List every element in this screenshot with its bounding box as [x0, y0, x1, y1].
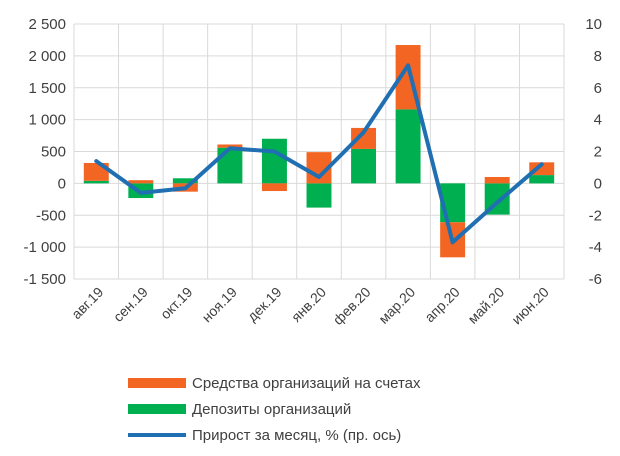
legend: Средства организаций на счетах Депозиты …	[128, 370, 421, 448]
right-tick-label: -2	[589, 207, 602, 224]
x-tick-label: фев.20	[330, 284, 374, 328]
bar-deposits	[306, 183, 332, 208]
legend-label-growth: Прирост за месяц, % (пр. ось)	[192, 426, 402, 444]
bar-deposits	[351, 148, 377, 184]
x-tick-label: авг.19	[68, 284, 106, 322]
right-tick-label: -4	[589, 239, 602, 256]
left-axis-ticks: 2 500 2 000 1 500 1 000 500 0 -500 -1 000 -1 500	[23, 16, 66, 288]
x-tick-label: сен.19	[110, 284, 151, 325]
x-tick-label: апр.20	[421, 284, 463, 326]
x-tick-label: ноя.19	[199, 284, 241, 326]
left-tick-label: 1 000	[28, 112, 66, 129]
growth-line	[94, 63, 544, 245]
x-tick-label: окт.19	[157, 284, 196, 323]
bar-deposits	[395, 109, 421, 184]
x-tick-label: янв.20	[288, 284, 329, 325]
right-tick-label: 0	[594, 175, 602, 192]
growth-line-path	[94, 63, 544, 245]
bar-deposits	[172, 178, 198, 184]
legend-swatch-deposits	[128, 404, 186, 414]
right-tick-label: 10	[585, 16, 602, 33]
left-tick-label: -1 000	[23, 239, 66, 256]
legend-item-deposits: Депозиты организаций	[128, 396, 421, 422]
x-axis-ticks: авг.19 сен.19 окт.19 ноя.19 дек.19 янв.20 фев.…	[68, 284, 552, 328]
left-tick-label: 1 500	[28, 80, 66, 97]
gridlines	[73, 23, 565, 280]
left-tick-label: -500	[36, 207, 66, 224]
legend-item-accounts: Средства организаций на счетах	[128, 370, 421, 396]
legend-swatch-accounts	[128, 378, 186, 388]
legend-swatch-growth	[128, 433, 186, 437]
bar-deposits	[261, 138, 287, 184]
x-tick-label: май.20	[464, 284, 507, 327]
bar-accounts	[128, 180, 154, 184]
bar-accounts	[351, 127, 377, 149]
right-axis-ticks: 10 8 6 4 2 0 -2 -4 -6	[585, 16, 602, 288]
left-tick-label: -1 500	[23, 271, 66, 288]
right-tick-label: 4	[594, 112, 602, 129]
bar-deposits	[217, 147, 243, 184]
legend-label-accounts: Средства организаций на счетах	[192, 374, 421, 392]
bar-accounts	[261, 183, 287, 192]
x-tick-label: мар.20	[375, 284, 418, 327]
bar-deposits	[529, 175, 555, 184]
right-tick-label: 6	[594, 80, 602, 97]
legend-item-growth: Прирост за месяц, % (пр. ось)	[128, 422, 421, 448]
right-tick-label: 8	[594, 48, 602, 65]
bar-accounts	[217, 144, 243, 148]
left-tick-label: 500	[41, 144, 66, 161]
bar-accounts	[484, 177, 510, 184]
right-tick-label: -6	[589, 271, 602, 288]
bar-deposits	[83, 180, 109, 184]
x-tick-label: июн.20	[508, 284, 552, 328]
left-tick-label: 0	[58, 175, 66, 192]
right-tick-label: 2	[594, 144, 602, 161]
legend-label-deposits: Депозиты организаций	[192, 400, 352, 418]
x-tick-label: дек.19	[244, 284, 285, 325]
left-tick-label: 2 500	[28, 16, 66, 33]
combo-chart: 2 500 2 000 1 500 1 000 500 0 -500 -1 000 -1 500…	[23, 16, 602, 328]
left-tick-label: 2 000	[28, 48, 66, 65]
